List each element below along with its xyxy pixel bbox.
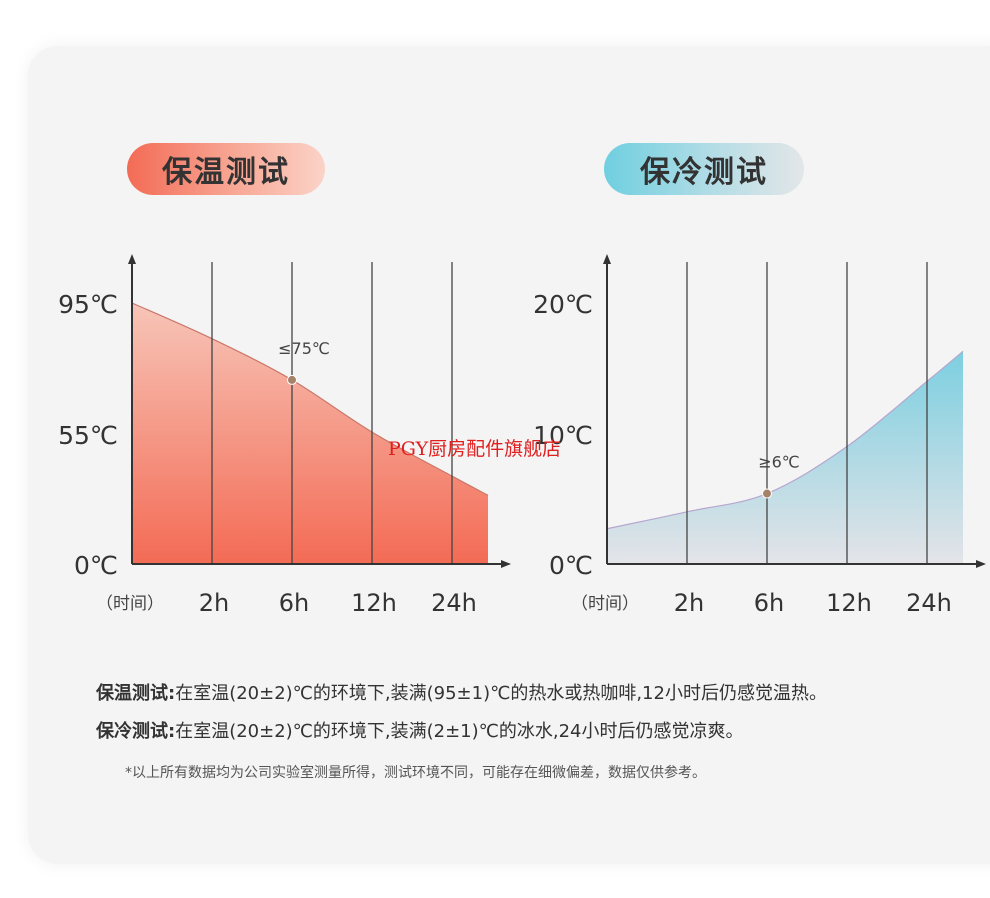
hot-test-title: 保温测试 [162,155,290,190]
cold-test-note: 保冷测试:在室温(20±2)℃的环境下,装满(2±1)℃的冰水,24小时后仍感觉… [96,717,744,743]
hot-y-tick-label: 95℃ [58,290,118,319]
hot-test-title-pill: 保温测试 [127,143,325,195]
cold-x-tick-label: 12h [826,589,872,617]
hot-x-tick-label: 6h [279,589,309,617]
hot-y-tick-label: 55℃ [58,421,118,450]
cold-y-tick-label: 20℃ [533,290,593,319]
cold-time-label: （时间） [571,594,639,614]
cold-marker-point [762,488,772,499]
cold-x-tick-label: 6h [754,589,784,617]
cold-area-fill [607,351,963,564]
hot-y-axis-arrow [128,254,136,264]
cold-y-axis-arrow [603,254,611,264]
hot-area-fill [132,303,488,564]
cold-test-title-pill: 保冷测试 [604,143,804,195]
cold-y-tick-label: 10℃ [533,421,593,450]
hot-marker-point [287,374,297,385]
cold-note-label: 保冷测试: [96,721,176,742]
cold-x-tick-label: 24h [906,589,952,617]
hot-note-text: 在室温(20±2)℃的环境下,装满(95±1)℃的热水或热咖啡,12小时后仍感觉… [175,683,827,704]
hot-y-tick-label: 0℃ [74,551,118,580]
hot-time-label: （时间） [96,594,164,614]
hot-note-label: 保温测试: [96,683,176,704]
cold-note-text: 在室温(20±2)℃的环境下,装满(2±1)℃的冰水,24小时后仍感觉凉爽。 [175,721,744,742]
watermark-text: PGY厨房配件旗舰店 [388,438,562,460]
hot-x-tick-label: 12h [351,589,397,617]
cold-x-axis-arrow [976,560,986,568]
disclaimer-text: *以上所有数据均为公司实验室测量所得，测试环境不同，可能存在细微偏差，数据仅供参… [125,765,706,781]
cold-marker-annotation: ≥6℃ [758,453,800,472]
hot-x-tick-label: 24h [431,589,477,617]
cold-test-title: 保冷测试 [640,155,768,190]
hot-x-tick-label: 2h [199,589,229,617]
hot-marker-annotation: ≤75℃ [278,339,330,358]
cold-y-tick-label: 0℃ [549,551,593,580]
cold-test-chart: 20℃ 10℃ 0℃ 2h 6h 12h 24h （时间） ≥6℃ [533,254,986,617]
cold-x-tick-label: 2h [674,589,704,617]
hot-x-axis-arrow [501,560,511,568]
hot-test-note: 保温测试:在室温(20±2)℃的环境下,装满(95±1)℃的热水或热咖啡,12小… [96,679,827,705]
hot-test-chart: 95℃ 55℃ 0℃ 2h 6h 12h 24h （时间） ≤75℃ [58,254,511,617]
